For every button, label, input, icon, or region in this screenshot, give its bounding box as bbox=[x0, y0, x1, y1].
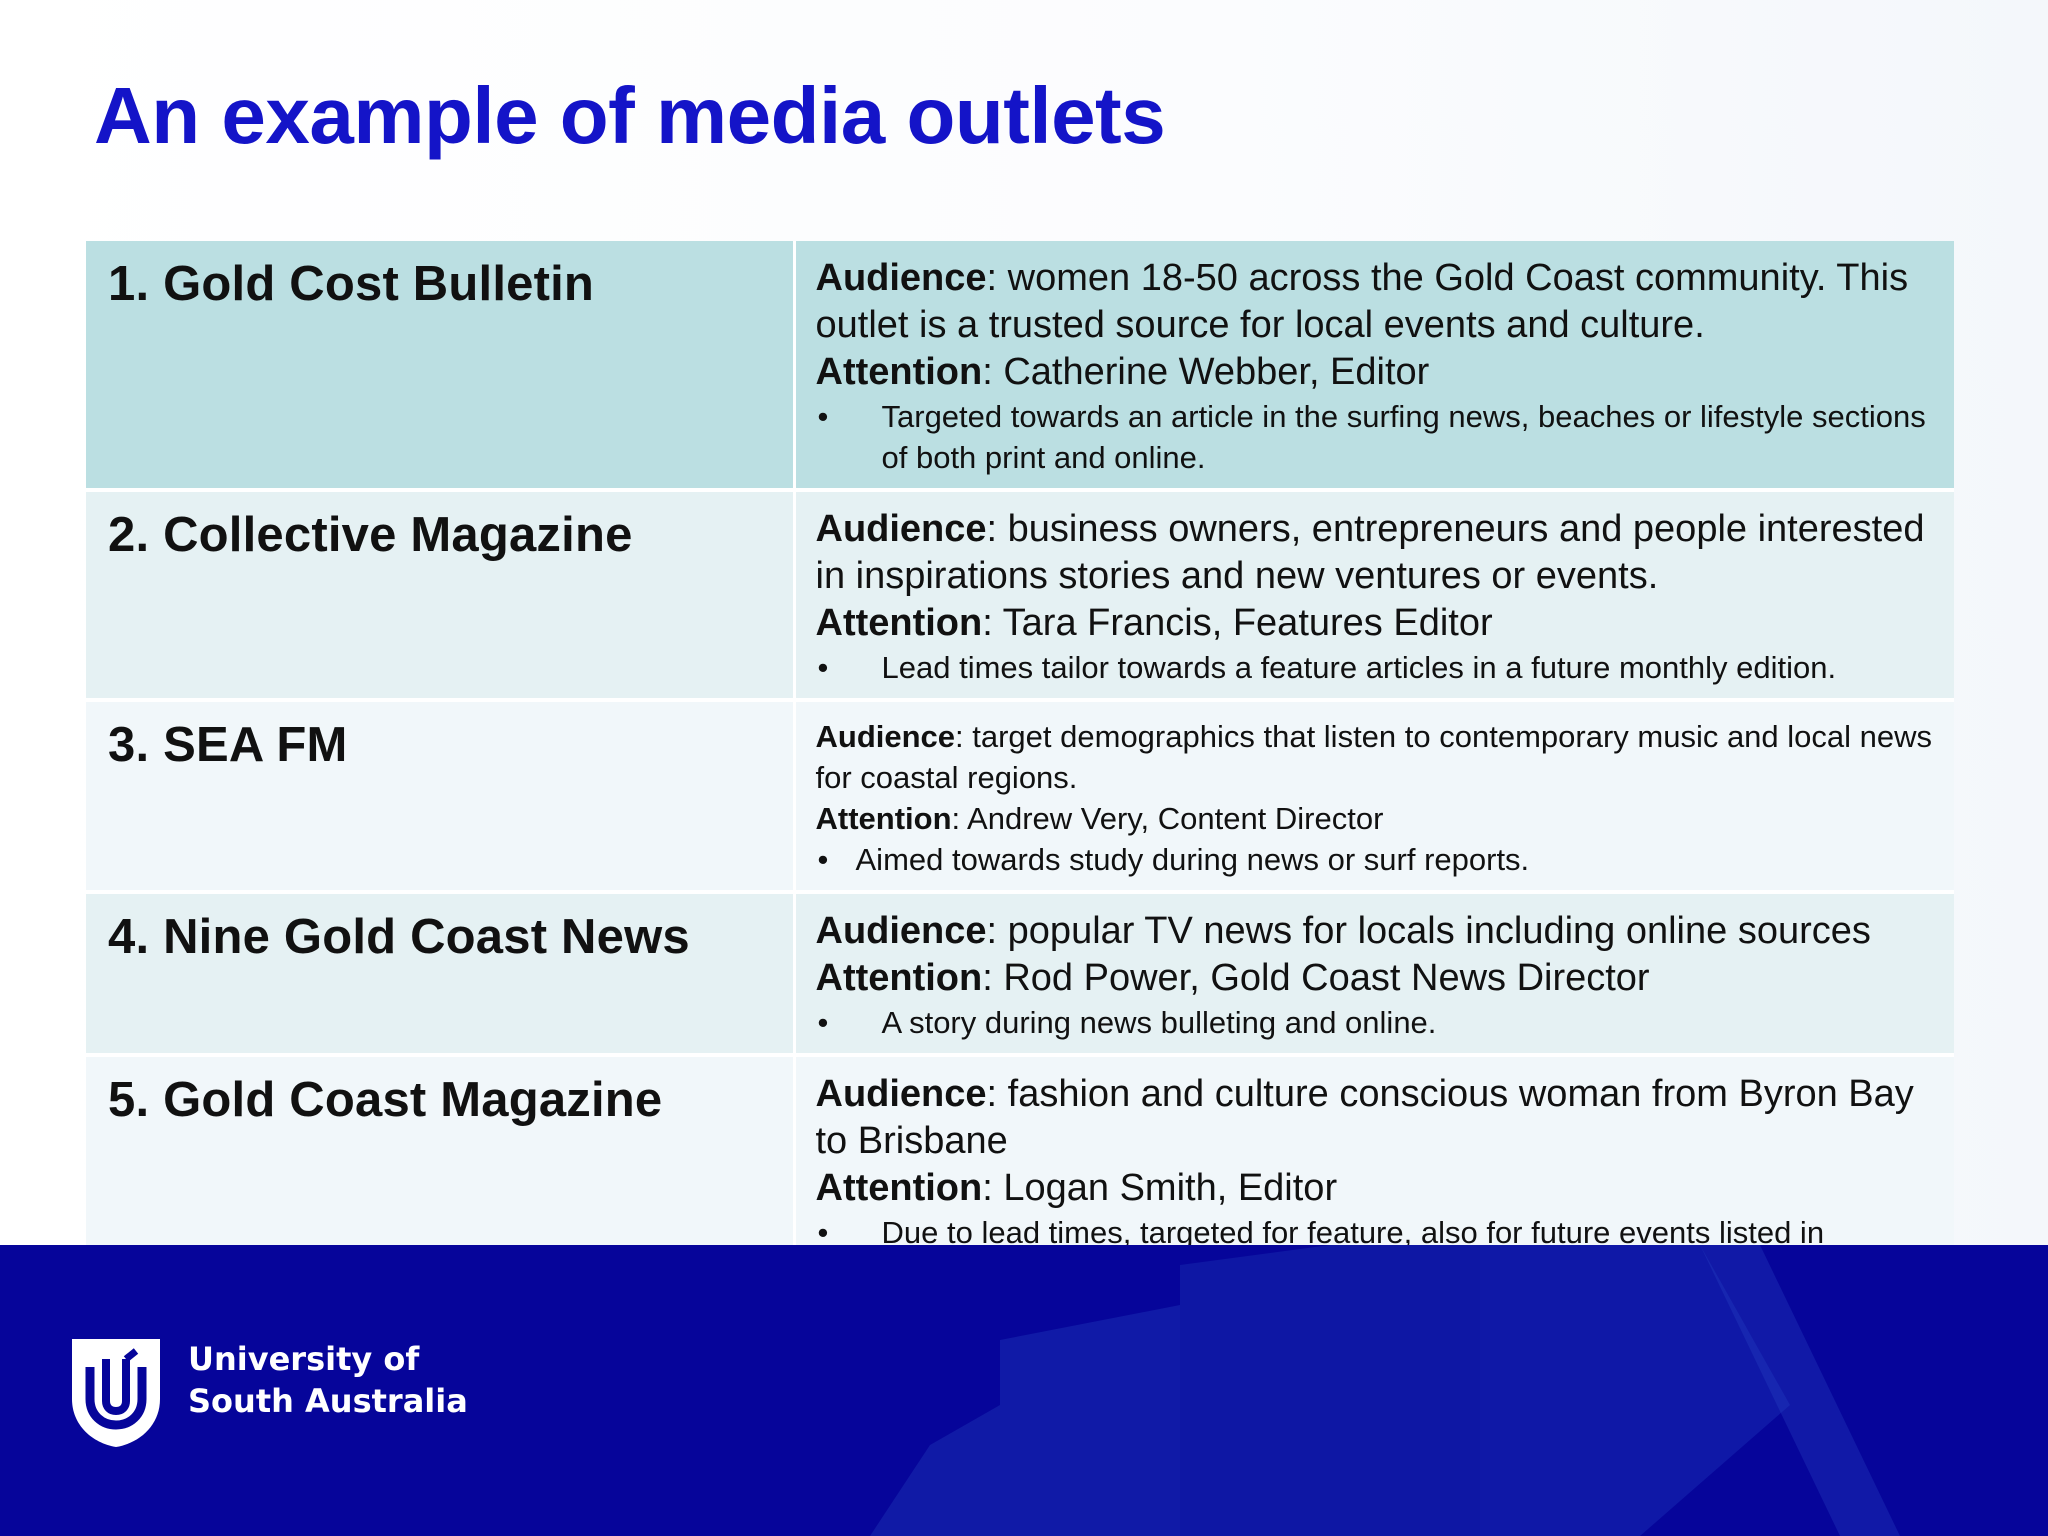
logo-line-1: University of bbox=[188, 1340, 420, 1378]
outlet-details-cell: Audience: women 18-50 across the Gold Co… bbox=[794, 241, 1954, 492]
bullet-text: A story during news bulleting and online… bbox=[881, 1005, 1437, 1040]
audience-line: Audience: women 18-50 across the Gold Co… bbox=[816, 255, 1937, 349]
table-row: 1. Gold Cost Bulletin Audience: women 18… bbox=[86, 241, 1954, 492]
audience-label: Audience bbox=[815, 1073, 987, 1115]
attention-line: Attention: Catherine Webber, Editor bbox=[816, 349, 1937, 396]
attention-text: : Tara Francis, Features Editor bbox=[982, 602, 1493, 644]
audience-text: : popular TV news for locals including o… bbox=[986, 910, 1871, 952]
attention-text: : Logan Smith, Editor bbox=[982, 1167, 1338, 1209]
bullet-item: • Targeted towards an article in the surf… bbox=[816, 396, 1937, 478]
bullet-item: • Lead times tailor towards a feature art… bbox=[816, 647, 1937, 688]
audience-text: : target demographics that listen to con… bbox=[815, 719, 1933, 795]
attention-text: : Andrew Very, Content Director bbox=[951, 801, 1384, 836]
footer-decoration bbox=[870, 1245, 1900, 1536]
bullet-icon: • bbox=[817, 1215, 829, 1250]
table-row: 2. Collective Magazine Audience: busines… bbox=[86, 490, 1954, 702]
media-outlets-table: 1. Gold Cost Bulletin Audience: women 18… bbox=[86, 241, 1954, 1308]
outlet-name-cell: 4. Nine Gold Coast News bbox=[86, 892, 796, 1057]
outlet-name-cell: 1. Gold Cost Bulletin bbox=[86, 241, 796, 492]
footer-band bbox=[0, 1245, 2048, 1536]
unisa-shield-icon bbox=[72, 1339, 160, 1447]
outlet-name: 5. Gold Coast Magazine bbox=[108, 1073, 663, 1127]
bullet-text: Lead times tailor towards a feature arti… bbox=[881, 650, 1837, 685]
audience-label: Audience bbox=[815, 508, 987, 550]
bullet-icon: • bbox=[817, 650, 829, 685]
slide-title: An example of media outlets bbox=[94, 71, 1166, 160]
bullet-item: • A story during news bulleting and onlin… bbox=[816, 1002, 1937, 1043]
outlet-details-cell: Audience: popular TV news for locals inc… bbox=[794, 892, 1954, 1057]
attention-label: Attention bbox=[815, 351, 983, 393]
table-row: 4. Nine Gold Coast News Audience: popula… bbox=[86, 892, 1954, 1057]
bullet-text: Targeted towards an article in the surfi… bbox=[881, 399, 1926, 475]
outlet-details-cell: Audience: target demographics that liste… bbox=[794, 700, 1954, 894]
outlet-name: 2. Collective Magazine bbox=[108, 508, 633, 562]
audience-label: Audience bbox=[815, 257, 987, 299]
attention-line: Attention: Rod Power, Gold Coast News Di… bbox=[816, 955, 1937, 1002]
bullet-item: • Aimed towards study during news or surf… bbox=[816, 839, 1937, 880]
attention-line: Attention: Logan Smith, Editor bbox=[816, 1165, 1937, 1212]
logo-line-2: South Australia bbox=[188, 1382, 468, 1420]
outlet-name: 1. Gold Cost Bulletin bbox=[108, 257, 595, 311]
attention-label: Attention bbox=[815, 957, 983, 999]
bullet-icon: • bbox=[817, 1005, 829, 1040]
attention-text: : Catherine Webber, Editor bbox=[982, 351, 1430, 393]
attention-line: Attention: Andrew Very, Content Director bbox=[816, 798, 1937, 839]
audience-text: : fashion and culture conscious woman fr… bbox=[815, 1073, 1914, 1162]
table-row: 3. SEA FM Audience: target demographics … bbox=[86, 700, 1954, 894]
audience-text: : business owners, entrepreneurs and peo… bbox=[815, 508, 1925, 597]
audience-line: Audience: business owners, entrepreneurs… bbox=[816, 506, 1937, 600]
audience-text: : women 18-50 across the Gold Coast comm… bbox=[815, 257, 1909, 346]
outlet-name: 3. SEA FM bbox=[108, 718, 348, 772]
audience-line: Audience: fashion and culture conscious … bbox=[816, 1071, 1937, 1165]
outlet-name-cell: 2. Collective Magazine bbox=[86, 490, 796, 702]
audience-line: Audience: target demographics that liste… bbox=[816, 716, 1937, 798]
outlet-name: 4. Nine Gold Coast News bbox=[108, 910, 690, 964]
attention-line: Attention: Tara Francis, Features Editor bbox=[816, 600, 1937, 647]
university-logo-text: University of South Australia bbox=[188, 1338, 468, 1422]
attention-label: Attention bbox=[815, 801, 952, 836]
audience-label: Audience bbox=[815, 910, 987, 952]
audience-label: Audience bbox=[815, 719, 956, 754]
attention-label: Attention bbox=[815, 1167, 983, 1209]
bullet-icon: • bbox=[817, 399, 829, 434]
attention-text: : Rod Power, Gold Coast News Director bbox=[982, 957, 1650, 999]
outlet-name-cell: 3. SEA FM bbox=[86, 700, 796, 894]
attention-label: Attention bbox=[815, 602, 983, 644]
bullet-icon: • bbox=[817, 842, 829, 877]
outlet-details-cell: Audience: business owners, entrepreneurs… bbox=[794, 490, 1954, 702]
audience-line: Audience: popular TV news for locals inc… bbox=[816, 908, 1937, 955]
bullet-text: Aimed towards study during news or surf … bbox=[855, 842, 1530, 877]
